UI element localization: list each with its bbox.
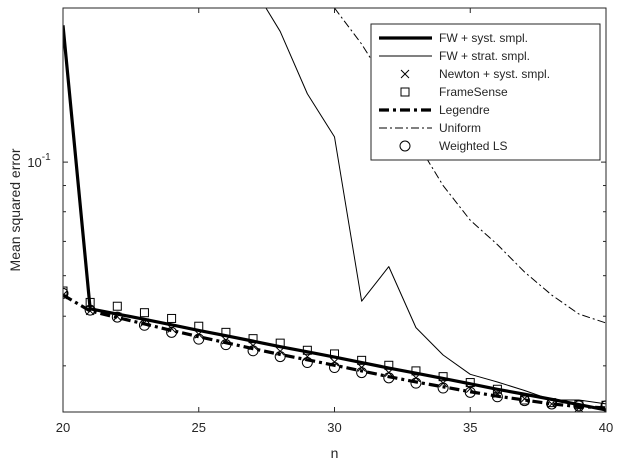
series-line-1 [265,8,606,405]
square-marker [438,372,448,382]
circle-marker [573,400,585,412]
legend-label: FrameSense [439,85,508,99]
square-marker [492,384,502,394]
series-line-0 [63,25,606,412]
x-tick-label: 20 [56,420,70,435]
circle-marker [193,333,205,345]
square-marker [167,313,177,323]
circle-marker [410,377,422,389]
square-marker [248,334,258,344]
legend-label: Legendre [439,103,490,117]
circle-marker [464,386,476,398]
series-line-5 [334,8,606,324]
circle-marker [546,398,558,410]
square-marker [400,87,410,97]
square-marker [411,366,421,376]
square-marker [384,360,394,370]
legend-label: Uniform [439,121,481,135]
x-marker [400,69,410,79]
series-layer [63,8,606,412]
circle-marker [166,326,178,338]
x-tick-label: 25 [192,420,206,435]
x-tick-label: 35 [463,420,477,435]
circle-marker [437,382,449,394]
square-marker [221,327,231,337]
y-axis-label: Mean squared error [7,148,23,271]
circle-marker [491,391,503,403]
square-marker [85,297,95,307]
circle-marker [84,304,96,316]
series-markers-3 [63,286,606,410]
circle-marker [301,357,313,369]
x-marker [112,312,122,322]
square-marker [330,349,339,359]
circle-marker [220,339,232,351]
square-marker [357,355,367,365]
legend-label: Newton + syst. smpl. [439,67,550,81]
square-marker [275,338,285,348]
circle-marker [356,367,368,379]
circle-marker [138,319,150,331]
square-marker [465,378,475,388]
circle-marker [111,311,123,323]
square-marker [112,301,122,311]
x-tick-label: 40 [599,420,613,435]
circle-marker [519,395,531,407]
square-marker [139,308,149,318]
square-marker [601,400,606,410]
circle-marker [63,287,69,299]
series-markers-6 [63,287,606,412]
circle-marker [600,400,606,412]
x-axis-label: n [331,445,339,461]
square-marker [302,345,312,355]
circle-marker [399,140,411,152]
legend-label: FW + syst. smpl. [439,31,528,45]
legend-label: Weighted LS [439,139,508,153]
square-marker [194,321,204,331]
legend-label: FW + strat. smpl. [439,49,530,63]
x-tick-label: 30 [327,420,341,435]
circle-marker [274,351,286,363]
series-line-4 [63,293,606,410]
circle-marker [383,372,395,384]
circle-marker [329,362,340,374]
legend: FW + syst. smpl. FW + strat. smpl. Newton … [370,23,601,161]
circle-marker [247,345,259,357]
